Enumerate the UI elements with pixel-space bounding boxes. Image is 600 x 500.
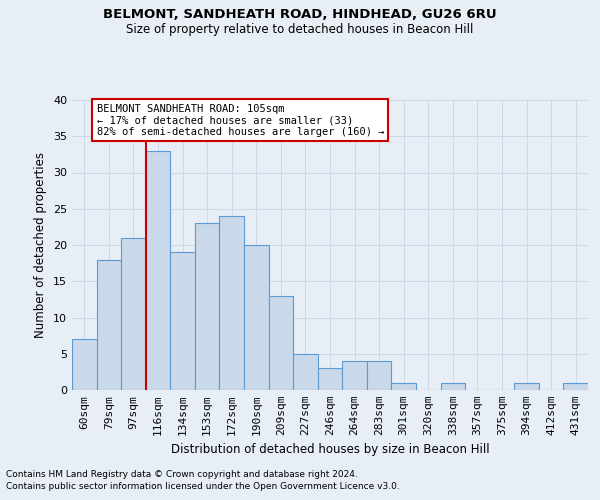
- Y-axis label: Number of detached properties: Number of detached properties: [34, 152, 47, 338]
- Bar: [195, 223, 220, 390]
- Bar: [269, 296, 293, 390]
- Bar: [72, 339, 97, 390]
- Text: Contains HM Land Registry data © Crown copyright and database right 2024.: Contains HM Land Registry data © Crown c…: [6, 470, 358, 479]
- Bar: [220, 216, 244, 390]
- Text: Distribution of detached houses by size in Beacon Hill: Distribution of detached houses by size …: [170, 442, 490, 456]
- Bar: [342, 361, 367, 390]
- Bar: [244, 245, 269, 390]
- Bar: [514, 383, 539, 390]
- Bar: [563, 383, 588, 390]
- Bar: [97, 260, 121, 390]
- Text: BELMONT, SANDHEATH ROAD, HINDHEAD, GU26 6RU: BELMONT, SANDHEATH ROAD, HINDHEAD, GU26 …: [103, 8, 497, 20]
- Text: BELMONT SANDHEATH ROAD: 105sqm
← 17% of detached houses are smaller (33)
82% of : BELMONT SANDHEATH ROAD: 105sqm ← 17% of …: [97, 104, 384, 137]
- Text: Contains public sector information licensed under the Open Government Licence v3: Contains public sector information licen…: [6, 482, 400, 491]
- Bar: [391, 383, 416, 390]
- Bar: [318, 368, 342, 390]
- Bar: [121, 238, 146, 390]
- Bar: [440, 383, 465, 390]
- Bar: [170, 252, 195, 390]
- Bar: [146, 151, 170, 390]
- Text: Size of property relative to detached houses in Beacon Hill: Size of property relative to detached ho…: [127, 22, 473, 36]
- Bar: [367, 361, 391, 390]
- Bar: [293, 354, 318, 390]
